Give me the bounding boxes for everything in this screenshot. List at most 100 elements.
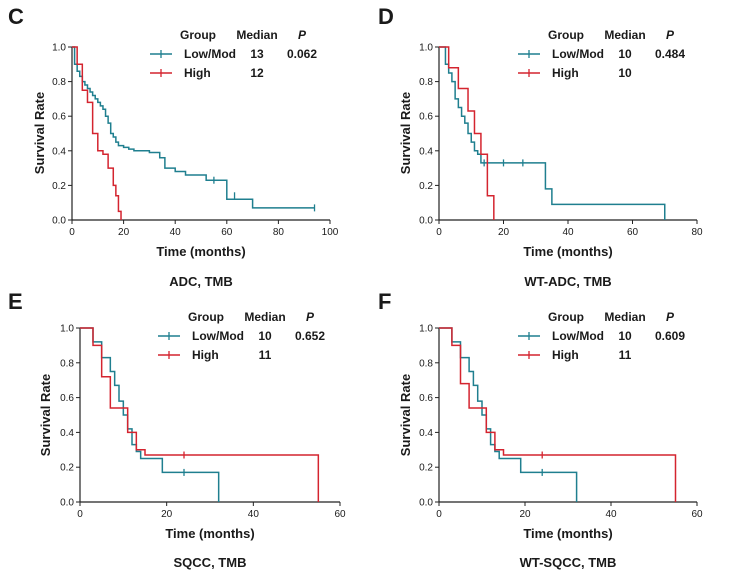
x-axis-label: Time (months)	[523, 244, 612, 259]
legend: Group Median P Low/Mod 10 0.484 High 10	[518, 28, 685, 80]
legend-group-name: Low/Mod	[192, 329, 244, 343]
y-tick-label: 0.4	[60, 428, 74, 439]
x-tick-label: 60	[221, 227, 233, 238]
y-tick-label: 0.0	[52, 216, 66, 227]
y-tick-label: 0.8	[52, 77, 66, 88]
x-tick-label: 60	[691, 509, 703, 520]
legend-p-value: 0.652	[295, 329, 325, 343]
legend-header-group: Group	[180, 28, 216, 42]
legend-p-value: 0.062	[287, 47, 317, 61]
legend-header-group: Group	[548, 310, 584, 324]
legend-swatch-high	[518, 351, 540, 359]
legend-median-value: 10	[618, 66, 632, 80]
chart-panel-f: F 0 20 40 60 0.0 0.2 0.4 0.6 0.8 1.0 Time (months) S…	[378, 289, 703, 570]
km-curve-high	[439, 327, 677, 502]
y-tick-label: 0.4	[419, 146, 433, 157]
panel-title: ADC, TMB	[169, 274, 233, 289]
legend-swatch-low-mod	[150, 50, 172, 58]
chart-panel-c: C 0 20 40 60 80 100 0.0 0.2 0.4 0.6 0.8 1.0 Time (mon…	[8, 4, 339, 289]
legend-median-value: 11	[259, 348, 272, 362]
km-curve-high	[72, 46, 122, 220]
legend-header-p: P	[306, 310, 315, 324]
legend-group-name: High	[552, 348, 579, 362]
panel-title: WT-ADC, TMB	[524, 274, 611, 289]
legend-swatch-low-mod	[518, 50, 540, 58]
chart-panel-d: D 0 20 40 60 80 0.0 0.2 0.4 0.6 0.8 1.0 Time (months…	[378, 4, 703, 289]
legend-swatch-high	[158, 351, 180, 359]
legend-group-name: Low/Mod	[552, 329, 604, 343]
panel-letter: F	[378, 289, 391, 314]
y-tick-label: 0.6	[60, 393, 74, 404]
chart-panel-e: E 0 20 40 60 0.0 0.2 0.4 0.6 0.8 1.0 Time (months) S…	[8, 289, 346, 570]
x-axis-label: Time (months)	[156, 244, 245, 259]
x-tick-label: 20	[498, 227, 510, 238]
km-curve-high	[80, 327, 320, 502]
x-tick-label: 0	[77, 509, 83, 520]
legend-group-name: High	[184, 66, 211, 80]
x-axis-label: Time (months)	[523, 526, 612, 541]
x-tick-label: 100	[322, 227, 339, 238]
x-tick-label: 0	[69, 227, 75, 238]
legend-median-value: 10	[618, 47, 632, 61]
y-tick-label: 1.0	[419, 43, 433, 54]
legend-group-name: Low/Mod	[552, 47, 604, 61]
x-axis-label: Time (months)	[165, 526, 254, 541]
km-curve-high	[439, 46, 495, 220]
y-tick-label: 0.8	[60, 358, 74, 369]
legend-group-name: Low/Mod	[184, 47, 236, 61]
legend: Group Median P Low/Mod 10 0.609 High 11	[518, 310, 685, 362]
legend-median-value: 10	[258, 329, 272, 343]
x-tick-label: 40	[605, 509, 617, 520]
y-tick-label: 0.2	[419, 181, 433, 192]
legend-header-median: Median	[236, 28, 277, 42]
legend: Group Median P Low/Mod 10 0.652 High 11	[158, 310, 325, 362]
legend-header-p: P	[298, 28, 307, 42]
y-axis-label: Survival Rate	[398, 92, 413, 174]
x-tick-label: 0	[436, 227, 442, 238]
y-axis-label: Survival Rate	[32, 92, 47, 174]
legend-p-value: 0.484	[655, 47, 685, 61]
x-tick-label: 40	[562, 227, 574, 238]
y-tick-label: 0.6	[52, 112, 66, 123]
km-curve-low-mod	[72, 46, 315, 209]
y-tick-label: 0.0	[419, 498, 433, 509]
x-tick-label: 60	[627, 227, 639, 238]
x-tick-label: 0	[436, 509, 442, 520]
legend-group-name: High	[192, 348, 219, 362]
x-tick-label: 40	[170, 227, 182, 238]
y-tick-label: 0.6	[419, 393, 433, 404]
y-axis-label: Survival Rate	[398, 374, 413, 456]
legend-median-value: 11	[619, 348, 632, 362]
legend-swatch-high	[150, 69, 172, 77]
legend-median-value: 12	[250, 66, 264, 80]
panel-letter: D	[378, 4, 394, 29]
y-tick-label: 0.8	[419, 77, 433, 88]
x-tick-label: 80	[691, 227, 703, 238]
x-tick-label: 20	[161, 509, 173, 520]
legend-swatch-low-mod	[158, 332, 180, 340]
y-tick-label: 1.0	[52, 43, 66, 54]
legend-header-p: P	[666, 310, 675, 324]
y-tick-label: 0.6	[419, 112, 433, 123]
y-tick-label: 0.4	[52, 146, 66, 157]
legend: Group Median P Low/Mod 13 0.062 High 12	[150, 28, 317, 80]
x-tick-label: 80	[273, 227, 285, 238]
panel-letter: E	[8, 289, 23, 314]
y-tick-label: 0.0	[419, 216, 433, 227]
panel-title: SQCC, TMB	[174, 555, 247, 570]
y-axis-label: Survival Rate	[38, 374, 53, 456]
legend-swatch-low-mod	[518, 332, 540, 340]
legend-header-median: Median	[604, 28, 645, 42]
km-curve-low-mod	[439, 46, 666, 220]
legend-header-median: Median	[244, 310, 285, 324]
y-tick-label: 1.0	[60, 324, 74, 335]
legend-group-name: High	[552, 66, 579, 80]
legend-header-median: Median	[604, 310, 645, 324]
legend-p-value: 0.609	[655, 329, 685, 343]
panel-title: WT-SQCC, TMB	[520, 555, 617, 570]
legend-swatch-high	[518, 69, 540, 77]
legend-median-value: 13	[250, 47, 264, 61]
y-tick-label: 0.2	[419, 463, 433, 474]
x-tick-label: 20	[118, 227, 130, 238]
x-tick-label: 60	[334, 509, 346, 520]
